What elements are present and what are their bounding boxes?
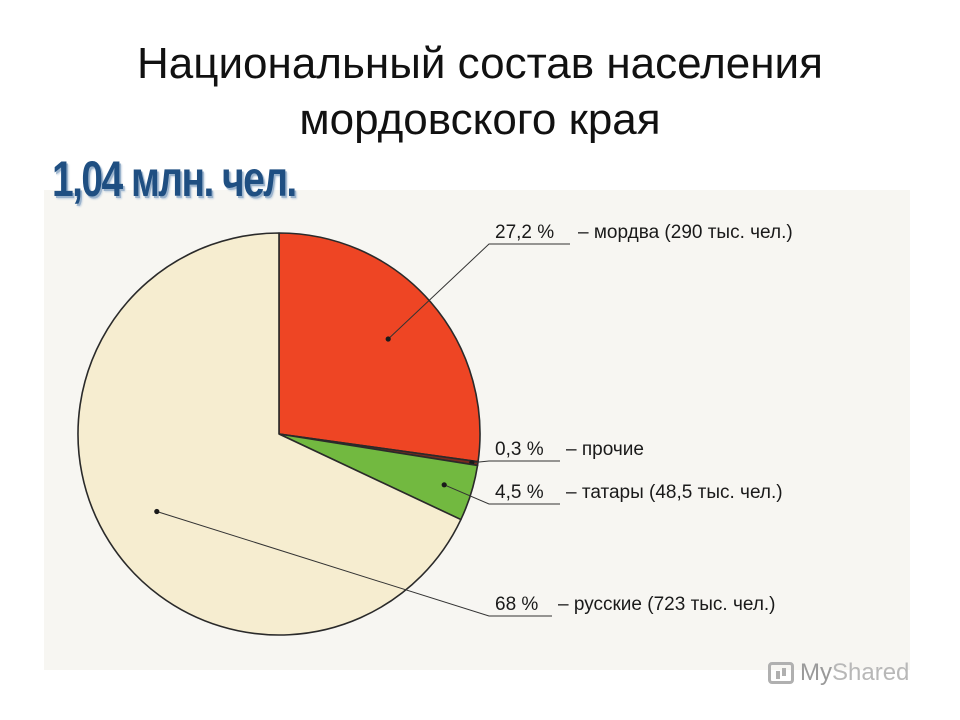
title-line-2: мордовского края — [299, 95, 661, 144]
leader-dot-русские — [154, 508, 160, 515]
pie-slice-русские — [77, 232, 462, 636]
pct-label-татары: 4,5 % — [495, 482, 544, 503]
slice-label-прочие: – прочие — [566, 439, 644, 460]
pct-label-русские: 68 % — [495, 594, 538, 615]
slice-label-русские: – русские (723 тыс. чел.) — [558, 594, 776, 615]
pct-label-мордва: 27,2 % — [495, 222, 554, 243]
page-title: Национальный состав населения мордовског… — [0, 36, 960, 148]
pct-label-прочие: 0,3 % — [495, 439, 544, 460]
presentation-icon — [768, 662, 794, 684]
watermark: My Shared — [768, 658, 909, 688]
title-line-1: Национальный состав населения — [137, 39, 823, 88]
leader-dot-мордва — [385, 336, 391, 342]
leader-line-прочие — [471, 460, 560, 464]
watermark-shared: Shared — [832, 659, 910, 686]
leader-line-мордва — [387, 243, 570, 340]
leader-line-татары — [444, 484, 560, 505]
leader-line-русские — [156, 511, 552, 617]
slice-label-татары: – татары (48,5 тыс. чел.) — [566, 482, 783, 503]
watermark-my: My — [800, 659, 832, 686]
pie-slice-мордва — [278, 232, 481, 463]
slice-label-мордва: – мордва (290 тыс. чел.) — [578, 222, 793, 243]
leader-dot-татары — [441, 482, 447, 488]
population-total: 1,04 млн. чел. — [52, 151, 297, 207]
